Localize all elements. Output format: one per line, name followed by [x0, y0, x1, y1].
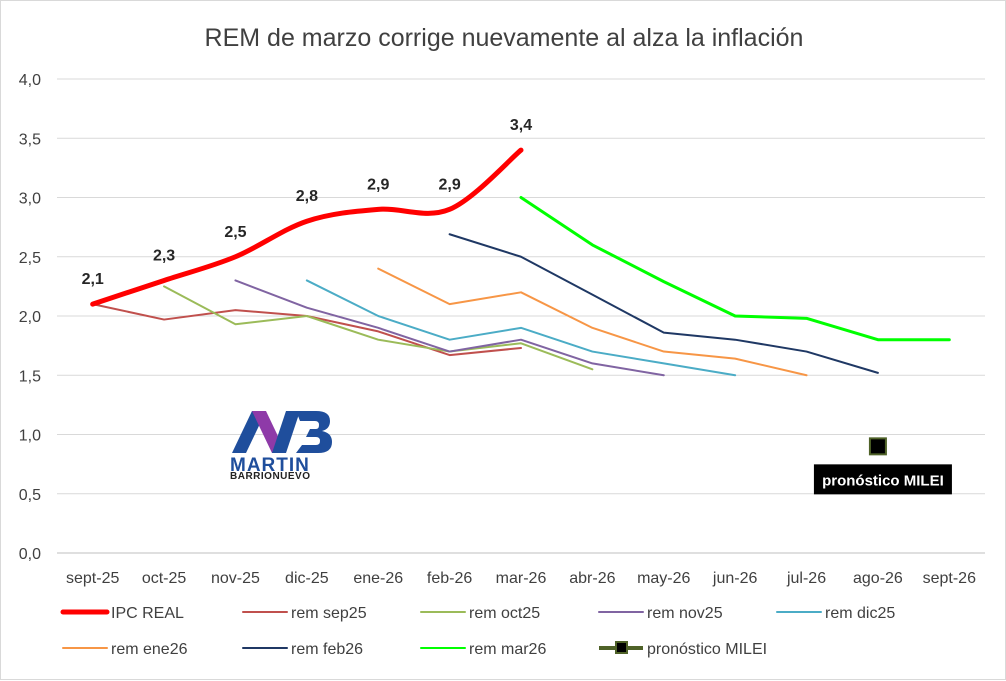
series-line-rem-nov25 [235, 280, 663, 375]
data-label-ipc-real: 2,1 [82, 271, 104, 288]
x-axis: sept-25 oct-25 nov-25 dic-25 ene-26 feb-26 mar… [66, 570, 976, 587]
x-tick-label: mar-26 [496, 570, 547, 587]
x-tick-label: feb-26 [427, 570, 472, 587]
y-tick-label: 4,0 [19, 72, 41, 89]
milei-forecast-marker [870, 438, 886, 454]
series-line-rem-mar26 [521, 198, 949, 340]
y-tick-label: 2,0 [19, 309, 41, 326]
legend-item-rem-ene26[interactable]: rem ene26 [63, 641, 188, 658]
legend-item-rem-mar26[interactable]: rem mar26 [421, 641, 546, 658]
legend-marker [616, 642, 627, 653]
annotations: pronóstico MILEI [814, 438, 952, 494]
legend-label: rem ene26 [111, 641, 188, 658]
legend: IPC REAL rem sep25 rem oct25 rem nov25 rem d… [63, 605, 895, 658]
martin-barrionuevo-logo: MARTIN BARRIONUEVO [230, 411, 332, 482]
legend-label: rem nov25 [647, 605, 723, 622]
x-tick-label: nov-25 [211, 570, 260, 587]
chart-title: REM de marzo corrige nuevamente al alza … [205, 24, 804, 52]
data-label-ipc-real: 2,5 [224, 224, 246, 241]
legend-label: rem dic25 [825, 605, 895, 622]
legend-label: rem feb26 [291, 641, 363, 658]
x-tick-label: sept-26 [923, 570, 976, 587]
legend-label: pronóstico MILEI [647, 641, 767, 658]
legend-item-rem-sep25[interactable]: rem sep25 [243, 605, 367, 622]
series-line-rem-sep25 [93, 304, 521, 355]
legend-item-rem-oct25[interactable]: rem oct25 [421, 605, 540, 622]
x-tick-label: jun-26 [712, 570, 758, 587]
data-label-ipc-real: 2,9 [438, 176, 460, 193]
legend-label: rem mar26 [469, 641, 546, 658]
y-axis: 0,0 0,5 1,0 1,5 2,0 2,5 3,0 3,5 4,0 [19, 72, 41, 563]
legend-item-pronóstico-milei[interactable]: pronóstico MILEI [599, 641, 767, 658]
x-tick-label: abr-26 [569, 570, 615, 587]
series-layer [93, 150, 950, 375]
logo-subtitle: BARRIONUEVO [230, 471, 311, 482]
legend-label: IPC REAL [111, 605, 184, 622]
y-tick-label: 0,5 [19, 487, 41, 504]
y-tick-label: 1,0 [19, 428, 41, 445]
legend-item-rem-nov25[interactable]: rem nov25 [599, 605, 723, 622]
milei-label: pronóstico MILEI [822, 472, 944, 489]
y-tick-label: 0,0 [19, 546, 41, 563]
y-tick-label: 3,0 [19, 191, 41, 208]
x-tick-label: oct-25 [142, 570, 187, 587]
x-tick-label: sept-25 [66, 570, 119, 587]
x-tick-label: may-26 [637, 570, 690, 587]
data-label-ipc-real: 2,3 [153, 247, 175, 264]
data-label-ipc-real: 3,4 [510, 117, 532, 134]
y-tick-label: 2,5 [19, 250, 41, 267]
legend-item-ipc-real[interactable]: IPC REAL [63, 605, 184, 622]
x-tick-label: jul-26 [786, 570, 826, 587]
y-tick-label: 3,5 [19, 131, 41, 148]
y-tick-label: 1,5 [19, 368, 41, 385]
legend-label: rem sep25 [291, 605, 367, 622]
x-tick-label: dic-25 [285, 570, 329, 587]
legend-label: rem oct25 [469, 605, 540, 622]
logo-mark-icon [232, 411, 332, 453]
data-label-ipc-real: 2,9 [367, 176, 389, 193]
legend-item-rem-feb26[interactable]: rem feb26 [243, 641, 363, 658]
x-tick-label: ago-26 [853, 570, 903, 587]
data-label-ipc-real: 2,8 [296, 188, 318, 205]
legend-item-rem-dic25[interactable]: rem dic25 [777, 605, 895, 622]
series-line-rem-ene26 [378, 269, 806, 376]
x-tick-label: ene-26 [353, 570, 403, 587]
